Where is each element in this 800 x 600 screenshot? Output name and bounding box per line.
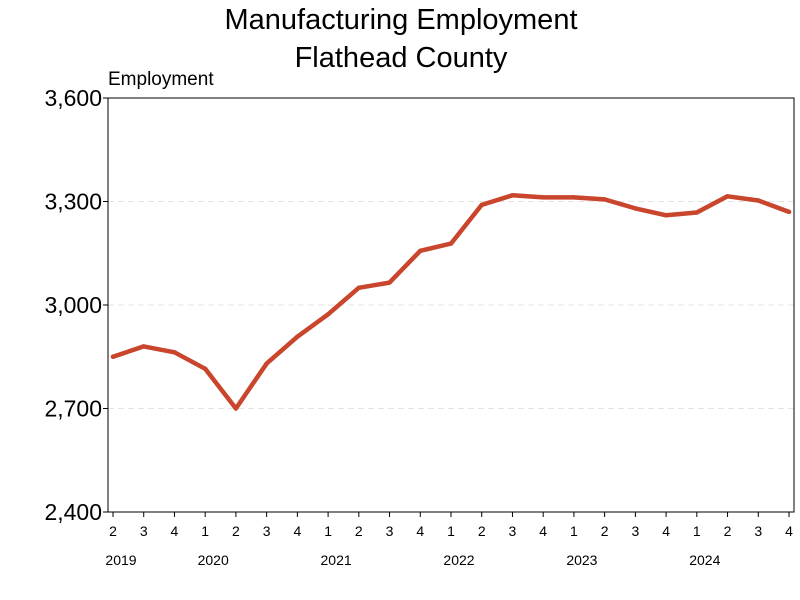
data-point: [725, 194, 730, 199]
x-tick-label: 3: [754, 523, 762, 539]
year-label: 2023: [566, 552, 597, 568]
y-tick-label: 2,700: [44, 396, 102, 422]
x-tick-label: 3: [631, 523, 639, 539]
data-point: [786, 209, 792, 215]
y-tick-label: 3,600: [44, 85, 102, 111]
x-tick-label: 1: [447, 523, 455, 539]
data-point: [418, 248, 423, 254]
data-point: [110, 354, 116, 359]
x-tick-label: 1: [570, 523, 578, 539]
x-tick-label: 4: [416, 523, 424, 539]
data-point: [202, 366, 208, 372]
chart-title-line-2: Flathead County: [295, 42, 508, 74]
year-label: 2019: [105, 552, 136, 568]
x-tick-label: 2: [478, 523, 486, 539]
series-layer: [110, 193, 792, 411]
data-point: [510, 193, 515, 198]
y-tick-label: 3,300: [44, 189, 102, 215]
x-tick-label: 4: [662, 523, 670, 539]
data-point: [633, 206, 638, 211]
y-axis: 2,400 2,700 3,000 3,300 3,600: [44, 85, 108, 525]
data-point: [264, 361, 269, 366]
data-point: [172, 350, 177, 355]
y-tick-label: 3,000: [44, 292, 102, 318]
x-tick-label: 3: [263, 523, 271, 539]
x-tick-label: 2: [232, 523, 240, 539]
x-tick-label: 1: [201, 523, 209, 539]
data-point: [540, 195, 546, 200]
x-tick-label: 1: [324, 523, 332, 539]
year-label: 2021: [321, 552, 352, 568]
x-tick-label: 3: [140, 523, 148, 539]
data-point: [479, 202, 484, 208]
y-axis-label: Employment: [108, 69, 214, 90]
data-point: [325, 312, 331, 317]
x-tick-label: 3: [509, 523, 517, 539]
year-label: 2022: [443, 552, 474, 568]
series-line: [110, 193, 792, 411]
x-tick-label: 1: [693, 523, 701, 539]
data-point: [448, 241, 454, 246]
year-label: 2024: [689, 552, 720, 568]
year-label: 2020: [198, 552, 229, 568]
data-point: [233, 406, 239, 411]
x-tick-label: 4: [293, 523, 301, 539]
data-point: [387, 280, 392, 285]
data-point: [295, 334, 300, 339]
x-tick-label: 2: [355, 523, 363, 539]
x-tick-label: 4: [539, 523, 547, 539]
x-tick-label: 4: [785, 523, 793, 539]
x-tick-label: 2: [724, 523, 732, 539]
data-point: [571, 195, 577, 200]
x-axis: 2 3 4 1 2 3 4 1 2 3 4 1 2 3 4 1 2 3 4 1 2 3 4 2019 2020 2021 2022 2…: [105, 512, 793, 568]
x-tick-label: 2: [109, 523, 117, 539]
gridlines: [108, 201, 794, 409]
x-tick-label: 2: [601, 523, 609, 539]
chart-title-line-1: Manufacturing Employment: [225, 4, 578, 36]
data-point: [141, 344, 146, 349]
y-tick-label: 2,400: [44, 499, 102, 525]
x-tick-label: 3: [386, 523, 394, 539]
data-point: [602, 197, 607, 202]
data-point: [356, 285, 362, 290]
data-point: [756, 198, 761, 203]
x-tick-label: 4: [171, 523, 179, 539]
data-point: [694, 210, 700, 215]
data-point: [663, 213, 669, 218]
